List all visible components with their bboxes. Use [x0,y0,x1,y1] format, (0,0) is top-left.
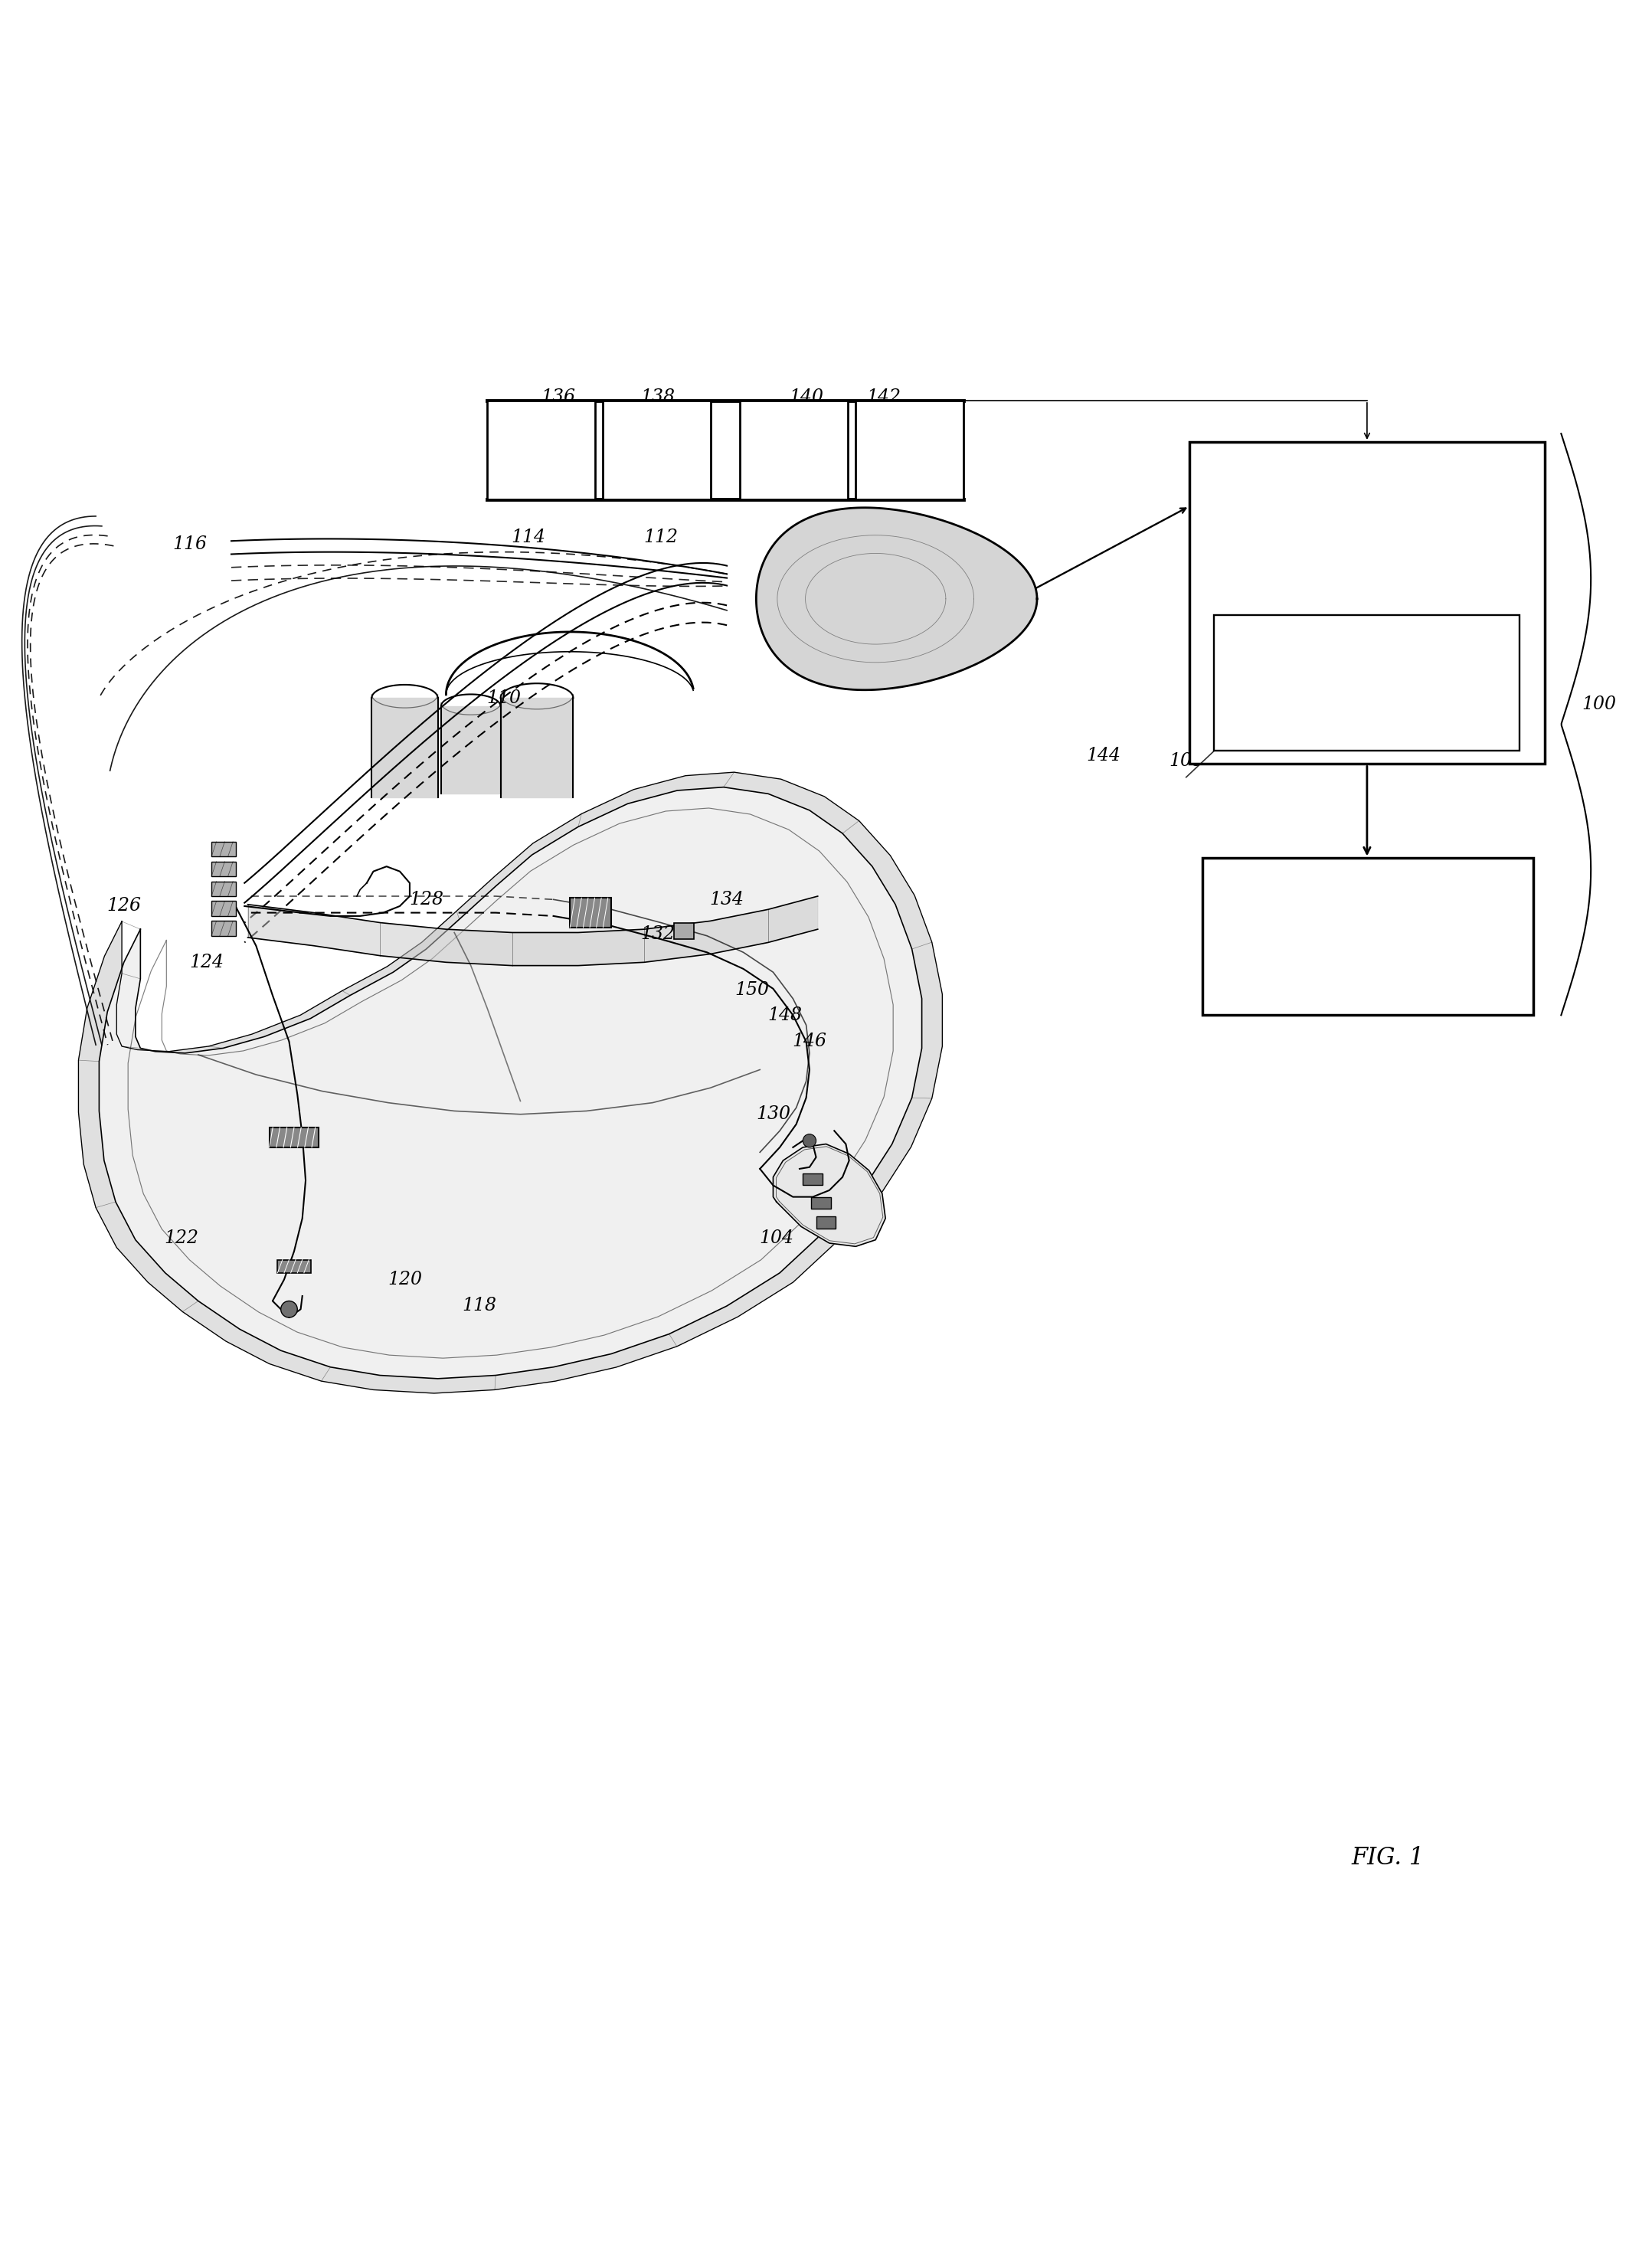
Text: FIG. 1: FIG. 1 [1351,1847,1424,1869]
Text: 118: 118 [463,1297,496,1315]
Text: 140: 140 [790,388,823,406]
Polygon shape [501,699,573,796]
Bar [211,861,236,877]
Text: 134: 134 [710,891,743,909]
Text: 112: 112 [644,530,677,546]
Bar [603,401,710,501]
Bar [570,897,611,927]
Text: 144: 144 [1087,746,1120,764]
Text: 120: 120 [388,1272,421,1288]
Text: 102: 102 [917,577,950,595]
Text: 108: 108 [1170,751,1203,769]
Bar [211,841,236,857]
Text: 104: 104 [760,1229,793,1247]
Bar [674,922,694,938]
Bar [803,1175,823,1186]
Bar [211,882,236,895]
Text: DEVICE: DEVICE [1328,546,1406,564]
Text: PROCESSOR: PROCESSOR [1313,704,1421,717]
Circle shape [281,1301,297,1317]
Bar [211,920,236,936]
Text: DEVICE: DEVICE [1328,963,1408,981]
Bar [211,902,236,916]
Bar [811,1197,831,1209]
Polygon shape [441,706,501,794]
Text: 148: 148 [768,1006,801,1024]
Text: 142: 142 [867,388,900,406]
Text: 126: 126 [107,897,140,916]
Circle shape [803,1134,816,1148]
Text: 114: 114 [512,530,545,546]
Text: 100: 100 [1583,697,1616,713]
Text: 136: 136 [542,388,575,406]
Text: DISPLAY: DISPLAY [1323,904,1412,922]
Text: EVALUATION: EVALUATION [1312,656,1422,670]
Bar [1214,616,1520,751]
Text: 116: 116 [173,534,206,552]
Bar [269,1128,319,1148]
Bar [740,401,847,501]
Text: 106: 106 [1479,573,1512,591]
Text: 110: 110 [487,690,520,706]
Bar [1203,859,1533,1015]
Polygon shape [78,771,942,1394]
Bar [1189,442,1545,764]
Text: 150: 150 [735,981,768,999]
Text: 124: 124 [190,954,223,972]
Bar [816,1218,836,1229]
Polygon shape [248,895,818,965]
Text: 128: 128 [410,891,443,909]
Polygon shape [372,699,438,796]
Bar [278,1261,311,1272]
Text: 122: 122 [165,1229,198,1247]
Bar [856,401,963,501]
Text: 138: 138 [641,388,674,406]
Text: EXTERNAL: EXTERNAL [1312,496,1422,516]
Text: 130: 130 [757,1105,790,1123]
Polygon shape [757,507,1037,690]
Text: 132: 132 [641,925,674,943]
Polygon shape [99,787,922,1378]
Polygon shape [773,1143,885,1247]
Text: 146: 146 [793,1033,826,1051]
Bar [487,401,595,501]
